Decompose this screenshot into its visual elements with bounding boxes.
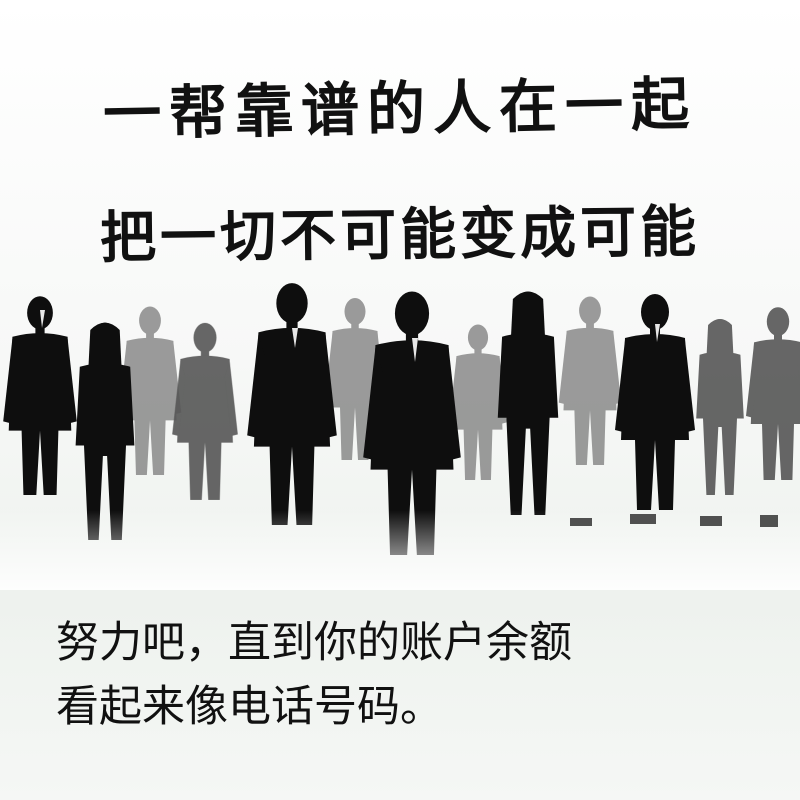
- headline-line-2: 把一切不可能变成可能: [99, 199, 701, 272]
- caption-line-1: 努力吧，直到你的账户余额: [56, 618, 572, 668]
- caption-line-2: 看起来像电话号码。: [56, 682, 443, 732]
- headline-line-1: 一帮靠谱的人在一起: [102, 69, 698, 149]
- business-people-silhouettes: [0, 283, 800, 590]
